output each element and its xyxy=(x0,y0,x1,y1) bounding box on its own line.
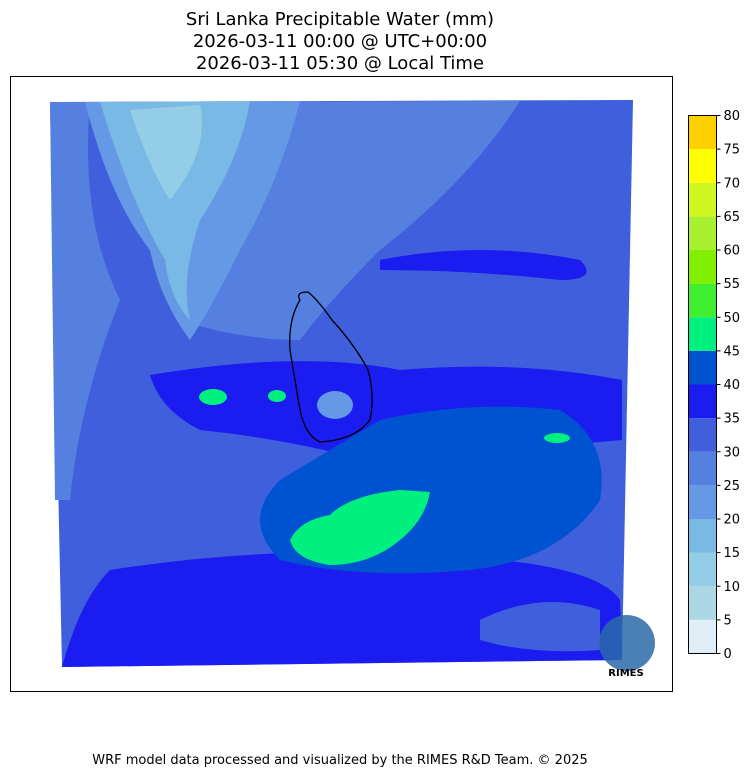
logo-emblem xyxy=(599,615,655,671)
colorbar-segment xyxy=(688,182,717,217)
contour xyxy=(199,389,227,405)
colorbar-segment xyxy=(688,317,717,351)
title-line: 2026-03-11 05:30 @ Local Time xyxy=(196,53,484,74)
title-line: Sri Lanka Precipitable Water (mm) xyxy=(186,9,494,30)
colorbar-segment xyxy=(688,418,717,452)
contour xyxy=(544,433,570,443)
colorbar-tick-label: 80 xyxy=(724,109,741,124)
colorbar-segment xyxy=(688,250,717,284)
colorbar-segment xyxy=(688,586,717,620)
colorbar-frame xyxy=(688,115,717,654)
contour xyxy=(290,490,430,565)
colorbar-segment xyxy=(688,384,717,419)
colorbar-segment xyxy=(688,519,717,553)
colorbar-tick-label: 75 xyxy=(724,143,741,158)
colorbar-tick-label: 20 xyxy=(724,513,741,528)
colorbar-segment xyxy=(688,619,717,654)
contour xyxy=(100,101,250,320)
colorbar-tick-label: 60 xyxy=(724,244,741,259)
contour xyxy=(268,390,286,402)
colorbar-tick-label: 45 xyxy=(724,344,741,359)
colorbar-tick-label: 10 xyxy=(724,580,741,595)
colorbar-segment xyxy=(688,552,717,587)
contour xyxy=(130,105,202,200)
contour xyxy=(317,391,353,419)
colorbar: 0 5 10 15 20 25 30 35 40 45 50 55 60 65 70 75 80 xyxy=(688,109,741,662)
colorbar-segment xyxy=(688,350,717,385)
colorbar-tick-label: 5 xyxy=(724,613,732,628)
contour xyxy=(480,602,600,652)
colorbar-tick-label: 0 xyxy=(724,647,732,662)
colorbar-segment xyxy=(688,216,717,250)
colorbar-segment xyxy=(688,149,717,183)
colorbar-tick-label: 30 xyxy=(724,445,741,460)
colorbar-segment xyxy=(688,115,717,150)
colorbar-tick-label: 50 xyxy=(724,311,741,326)
contour xyxy=(50,102,120,500)
colorbar-tick-label: 55 xyxy=(724,277,741,292)
colorbar-tick-label: 15 xyxy=(724,546,741,561)
colorbar-tick-label: 40 xyxy=(724,378,741,393)
colorbar-segment xyxy=(688,451,717,486)
colorbar-segment xyxy=(688,283,717,318)
colorbar-tick-label: 65 xyxy=(724,210,741,225)
colorbar-tick-label: 25 xyxy=(724,479,741,494)
colorbar-tick-label: 35 xyxy=(724,412,741,427)
colorbar-tick-label: 70 xyxy=(724,176,741,191)
colorbar-segment xyxy=(688,485,717,519)
logo-text: RIMES xyxy=(608,668,643,679)
contour xyxy=(380,250,587,280)
title-line: 2026-03-11 00:00 @ UTC+00:00 xyxy=(193,31,487,52)
precip-field xyxy=(50,100,633,667)
footer: WRF model data processed and visualized … xyxy=(92,753,588,768)
sri-lanka-outline xyxy=(289,291,373,443)
